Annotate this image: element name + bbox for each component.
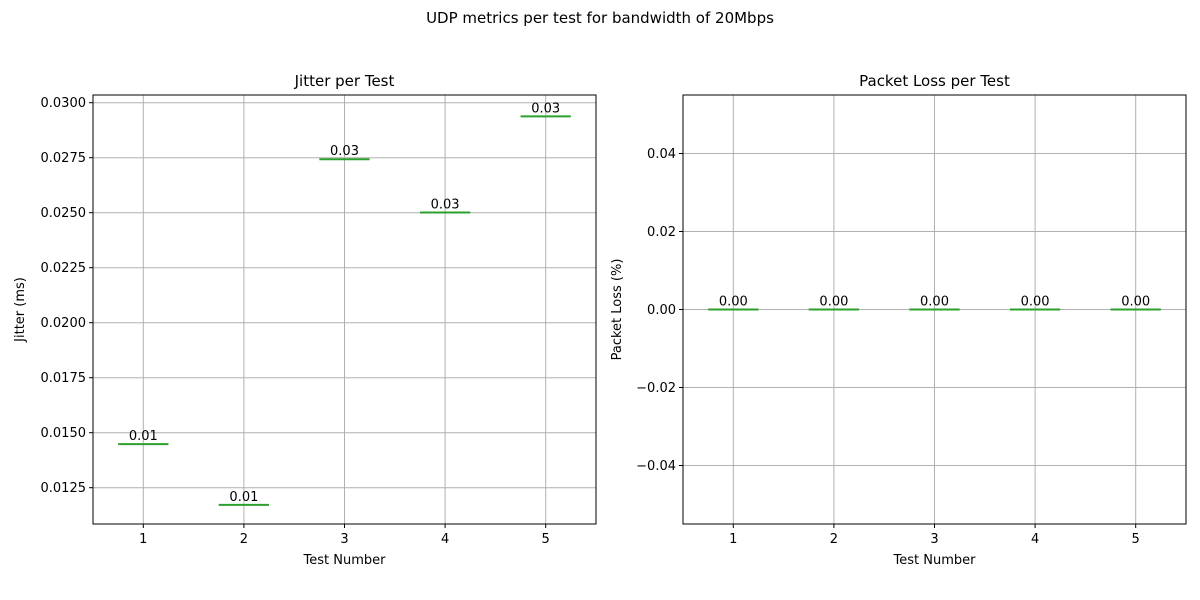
jitter-chart: 0.01250.01500.01750.02000.02250.02500.02… — [13, 72, 597, 568]
loss-ytick-label: 0.04 — [647, 147, 676, 162]
jitter-ytick-label: 0.0225 — [41, 261, 87, 276]
loss-value-label: 0.00 — [819, 295, 848, 310]
loss-value-label: 0.00 — [920, 295, 949, 310]
jitter-value-label: 0.03 — [330, 144, 359, 159]
jitter-value-label: 0.03 — [431, 197, 460, 212]
loss-value-label: 0.00 — [1021, 295, 1050, 310]
loss-ytick-label: −0.02 — [636, 381, 676, 396]
jitter-xtick-label: 5 — [542, 532, 550, 547]
loss-xtick-label: 5 — [1132, 532, 1140, 547]
packet-loss-chart: −0.04 −0.02 0.00 0.02 0.04 1 2 3 4 5 0.00 0.00 0.00 0… — [610, 72, 1187, 568]
loss-ytick-label: 0.02 — [647, 225, 676, 240]
jitter-ytick-label: 0.0275 — [41, 151, 87, 166]
jitter-ytick-label: 0.0125 — [41, 481, 87, 496]
jitter-ytick-label: 0.0150 — [41, 426, 87, 441]
loss-xtick-label: 3 — [930, 532, 938, 547]
loss-ytick-label: −0.04 — [636, 459, 676, 474]
jitter-y-axis-label: Jitter (ms) — [13, 277, 28, 343]
jitter-value-label: 0.03 — [531, 101, 560, 116]
loss-value-label: 0.00 — [719, 295, 748, 310]
jitter-xtick-label: 2 — [240, 532, 248, 547]
loss-xtick-label: 4 — [1031, 532, 1039, 547]
loss-y-axis-label: Packet Loss (%) — [610, 259, 625, 361]
jitter-xtick-label: 1 — [139, 532, 147, 547]
jitter-ytick-label: 0.0175 — [41, 371, 87, 386]
jitter-value-label: 0.01 — [229, 490, 258, 505]
jitter-axes-frame — [92, 94, 597, 525]
loss-x-axis-label: Test Number — [893, 553, 977, 568]
loss-ytick-label: 0.00 — [647, 303, 676, 318]
loss-axes-frame — [682, 94, 1187, 525]
loss-xtick-label: 1 — [729, 532, 737, 547]
loss-xtick-label: 2 — [830, 532, 838, 547]
figure-suptitle: UDP metrics per test for bandwidth of 20… — [426, 9, 774, 27]
jitter-ytick-label: 0.0200 — [41, 316, 87, 331]
jitter-ytick-label: 0.0250 — [41, 206, 87, 221]
loss-value-label: 0.00 — [1121, 295, 1150, 310]
jitter-ytick-label: 0.0300 — [41, 96, 87, 111]
jitter-value-label: 0.01 — [129, 429, 158, 444]
loss-chart-title: Packet Loss per Test — [859, 72, 1010, 90]
jitter-xtick-label: 3 — [340, 532, 348, 547]
jitter-chart-title: Jitter per Test — [294, 72, 395, 90]
jitter-x-axis-label: Test Number — [303, 553, 387, 568]
jitter-xtick-label: 4 — [441, 532, 449, 547]
